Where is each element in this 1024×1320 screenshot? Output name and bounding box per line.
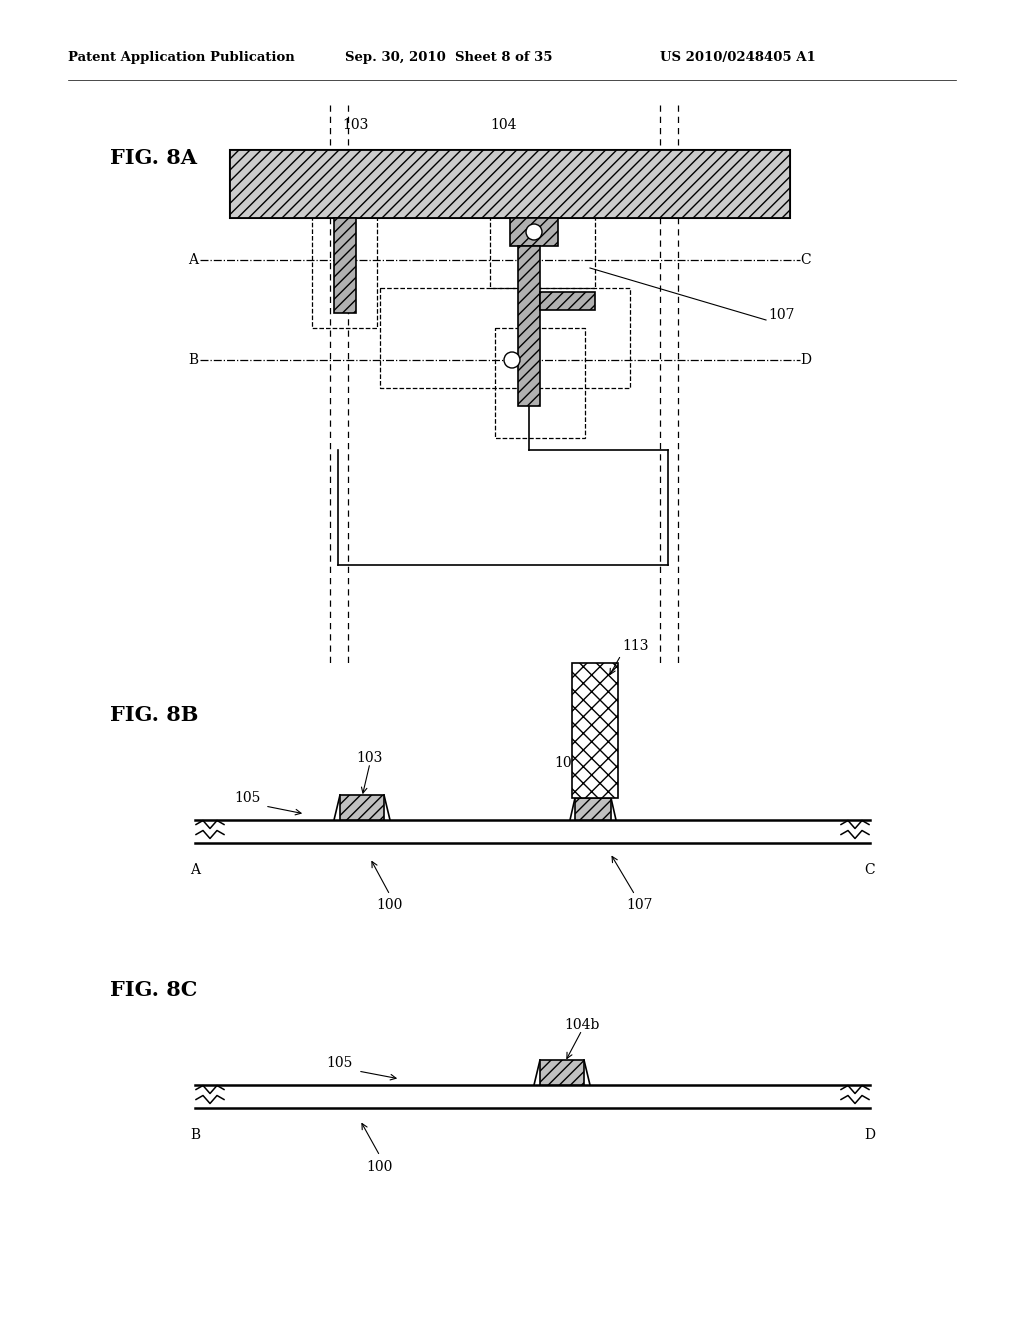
- Bar: [572, 663, 618, 799]
- Text: 103: 103: [342, 117, 369, 132]
- Bar: [540, 292, 595, 310]
- Text: 100: 100: [367, 1160, 393, 1173]
- Text: A: A: [190, 863, 200, 876]
- Text: 113: 113: [622, 639, 648, 653]
- Bar: [540, 1060, 584, 1085]
- Text: 105: 105: [327, 1056, 353, 1071]
- Text: C: C: [864, 863, 876, 876]
- Text: B: B: [187, 352, 198, 367]
- Bar: [334, 218, 356, 313]
- Bar: [312, 209, 377, 327]
- Text: US 2010/0248405 A1: US 2010/0248405 A1: [660, 51, 816, 65]
- Text: FIG. 8C: FIG. 8C: [110, 979, 198, 1001]
- Text: FIG. 8A: FIG. 8A: [110, 148, 197, 168]
- Bar: [340, 795, 384, 820]
- Text: 104a: 104a: [555, 756, 590, 770]
- Circle shape: [526, 224, 542, 240]
- Bar: [495, 327, 585, 438]
- Text: 107: 107: [627, 898, 653, 912]
- Text: 103: 103: [356, 751, 383, 766]
- Text: D: D: [864, 1129, 876, 1142]
- Bar: [230, 150, 790, 218]
- Bar: [575, 799, 611, 820]
- Text: C: C: [800, 253, 811, 267]
- Text: FIG. 8B: FIG. 8B: [110, 705, 199, 725]
- Text: 104: 104: [490, 117, 516, 132]
- Circle shape: [504, 352, 520, 368]
- Text: A: A: [188, 253, 198, 267]
- Text: B: B: [189, 1129, 200, 1142]
- Text: 104b: 104b: [564, 1018, 600, 1032]
- Bar: [510, 218, 558, 246]
- Bar: [380, 288, 630, 388]
- Text: 100: 100: [377, 898, 403, 912]
- Bar: [490, 209, 595, 288]
- Bar: [518, 246, 540, 407]
- Text: Sep. 30, 2010  Sheet 8 of 35: Sep. 30, 2010 Sheet 8 of 35: [345, 51, 553, 65]
- Text: 105: 105: [234, 791, 261, 805]
- Text: Patent Application Publication: Patent Application Publication: [68, 51, 295, 65]
- Text: D: D: [800, 352, 811, 367]
- Bar: [230, 150, 790, 218]
- Text: 107: 107: [768, 308, 795, 322]
